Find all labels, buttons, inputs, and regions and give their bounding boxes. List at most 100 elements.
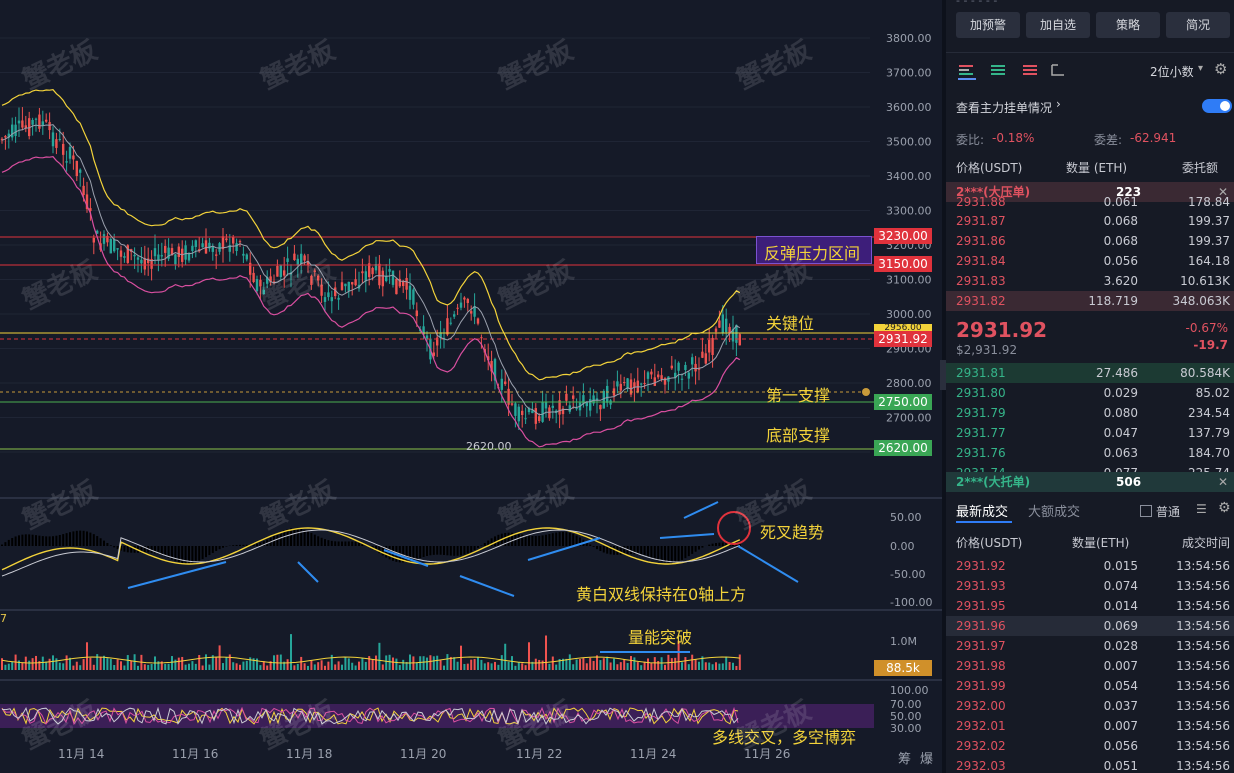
volume-bar [636,662,639,670]
macd-bar [463,546,466,555]
tab-latest-trades[interactable]: 最新成交 [956,505,1009,520]
volume-bar [266,665,269,670]
ask-amount: 348.063K [1172,294,1231,308]
bid-row[interactable]: 2931.74 0.077 225.74 [946,463,1234,473]
list-view-icon[interactable]: ☰ [1196,502,1207,516]
macd-bar [562,531,564,546]
candle-body [623,382,626,384]
candle-body [487,356,490,361]
volume-bar [674,657,677,670]
bid-row[interactable]: 2931.77 0.047 137.79 [946,423,1234,443]
big-bid-row[interactable]: 2***(大托单) 506 ✕ [946,472,1234,492]
normal-checkbox[interactable] [1140,505,1152,517]
macd-bar [517,533,520,546]
bid-row[interactable]: 2931.80 0.029 85.02 [946,383,1234,403]
volume-bar [31,658,34,670]
candle-body [160,255,163,257]
candle-body [650,371,653,375]
overview-button[interactable]: 简况 [1166,12,1230,38]
volume-bar [198,655,201,670]
trade-price: 2932.03 [956,759,1006,773]
macd-bar [58,534,61,546]
trade-qty-header[interactable]: 数量(ETH) [1072,536,1130,550]
trade-time: 13:54:56 [1176,559,1230,573]
ask-amount: 10.613K [1180,274,1230,288]
add-alert-button[interactable]: 加预警 [956,12,1020,38]
trade-row: 2932.03 0.051 13:54:56 [946,756,1234,773]
macd-bar [721,542,724,546]
amount-column-header[interactable]: 委托额 [1182,161,1219,175]
volume-bar [177,657,180,670]
resistance-upper-tag: 3230.00 [874,228,932,244]
volume-bar [490,663,493,670]
macd-bar [130,546,133,553]
orderbook-asks-view-icon[interactable] [1022,62,1038,81]
trade-time: 13:54:56 [1176,639,1230,653]
depth-toggle-switch[interactable] [1202,99,1232,113]
add-watchlist-button[interactable]: 加自选 [1026,12,1090,38]
candle-body [633,382,636,388]
chips-icon[interactable]: 筹 [898,752,912,767]
macd-bar [443,546,445,555]
candlestick-chart[interactable]: 3800.00 3700.00 3600.00 3500.00 3400.00 3300.… [0,0,942,773]
bid-row[interactable]: 2931.81 27.486 80.584K [946,363,1234,383]
settings-gear-icon[interactable]: ⚙ [1218,500,1231,516]
ask-row[interactable]: 2931.87 0.068 199.37 [946,211,1234,231]
volume-bar [126,655,129,670]
candle-body [330,297,333,302]
macd-bar [531,535,534,546]
tab-large-trades[interactable]: 大额成交 [1028,505,1081,520]
candle-body [361,271,364,274]
candle-body [55,139,58,148]
ask-row[interactable]: 2931.82 118.719 348.063K [946,291,1234,311]
ask-amount: 199.37 [1188,234,1230,248]
divider-line [946,52,1234,53]
candle-body [405,277,408,290]
macd-bar [572,533,575,546]
volume-bar [497,664,500,670]
macd-bar [432,546,435,555]
panel-divider[interactable] [940,0,948,773]
volume-bar [218,645,221,670]
macd-bar [211,546,214,553]
volume-bar [613,658,615,670]
candle-body [589,399,592,411]
settings-gear-icon[interactable]: ⚙ [1214,60,1228,78]
volume-bar [191,661,194,670]
candle-body [79,169,82,173]
macd-bar [596,546,598,550]
decimals-select[interactable]: 2位小数 [1150,65,1194,79]
close-icon[interactable]: ✕ [1217,185,1228,199]
strategy-button[interactable]: 策略 [1096,12,1160,38]
candle-body [572,395,575,399]
candle-body [670,365,673,369]
ask-row[interactable]: 2931.86 0.068 199.37 [946,231,1234,251]
volume-bar [415,662,418,670]
orderbook-both-view-icon[interactable] [958,62,976,80]
trend-arrow [383,549,429,567]
chart-area[interactable]: 3800.00 3700.00 3600.00 3500.00 3400.00 3300.… [0,0,1052,773]
bid-row[interactable]: 2931.79 0.080 234.54 [946,403,1234,423]
liquidation-icon[interactable]: 爆 [920,752,934,767]
orderbook-bids-view-icon[interactable] [990,62,1006,81]
ask-row[interactable]: 2931.83 3.620 10.613K [946,271,1234,291]
close-icon[interactable]: ✕ [1217,475,1228,489]
collapse-handle[interactable] [940,360,948,390]
volume-bar [235,663,238,670]
ask-row[interactable]: 2931.84 0.056 164.18 [946,251,1234,271]
volume-bar [344,657,347,670]
qty-column-header[interactable]: 数量 (ETH) [1066,161,1128,175]
bid-row[interactable]: 2931.76 0.063 184.70 [946,443,1234,463]
candle-body [347,281,350,291]
volume-bar [269,661,272,670]
volume-bar [89,657,92,670]
depth-chart-view-icon[interactable] [1050,62,1066,81]
depth-toggle-label: 查看主力挂单情况 [956,101,1053,115]
big-ask-row[interactable]: 2***(大压单) 223 ✕ [946,182,1234,202]
candle-body [408,285,412,300]
last-price: 2931.92 [956,318,1048,342]
macd-bar [439,546,442,555]
ask-row[interactable]: 2931.88 0.061 178.84 [946,192,1234,212]
macd-bar [630,546,632,555]
candle-body [364,271,367,282]
